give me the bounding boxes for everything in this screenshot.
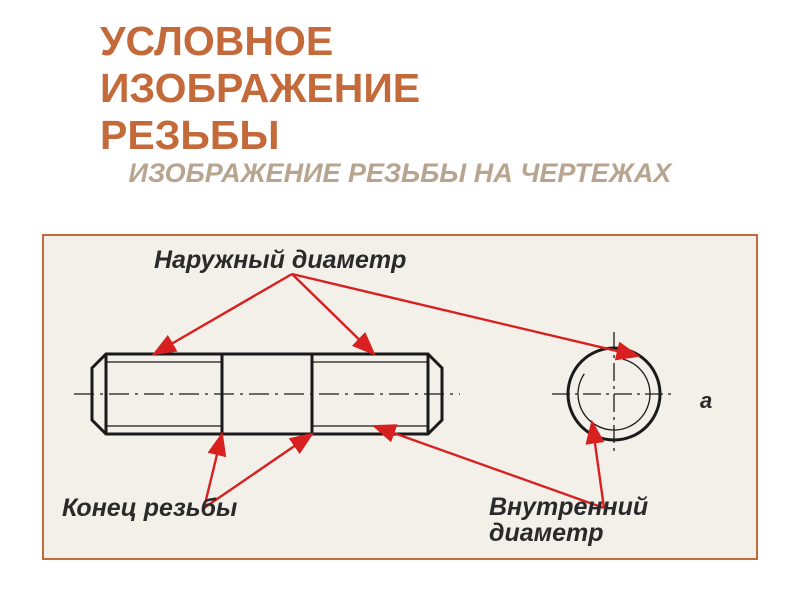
slide-subtitle: ИЗОБРАЖЕНИЕ РЕЗЬБЫ НА ЧЕРТЕЖАХ [120, 157, 680, 189]
label-side-letter: а [700, 388, 712, 414]
label-thread-end: Конец резьбы [62, 494, 237, 523]
label-inner-diameter: Внутреннийдиаметр [489, 494, 648, 547]
diagram-frame: Наружный диаметр Конец резьбы Внутренний… [42, 234, 758, 560]
label-outer-diameter: Наружный диаметр [154, 246, 406, 275]
slide-title: УСЛОВНОЕ ИЗОБРАЖЕНИЕ РЕЗЬБЫ [100, 18, 560, 159]
slide: УСЛОВНОЕ ИЗОБРАЖЕНИЕ РЕЗЬБЫ ИЗОБРАЖЕНИЕ … [0, 0, 800, 600]
